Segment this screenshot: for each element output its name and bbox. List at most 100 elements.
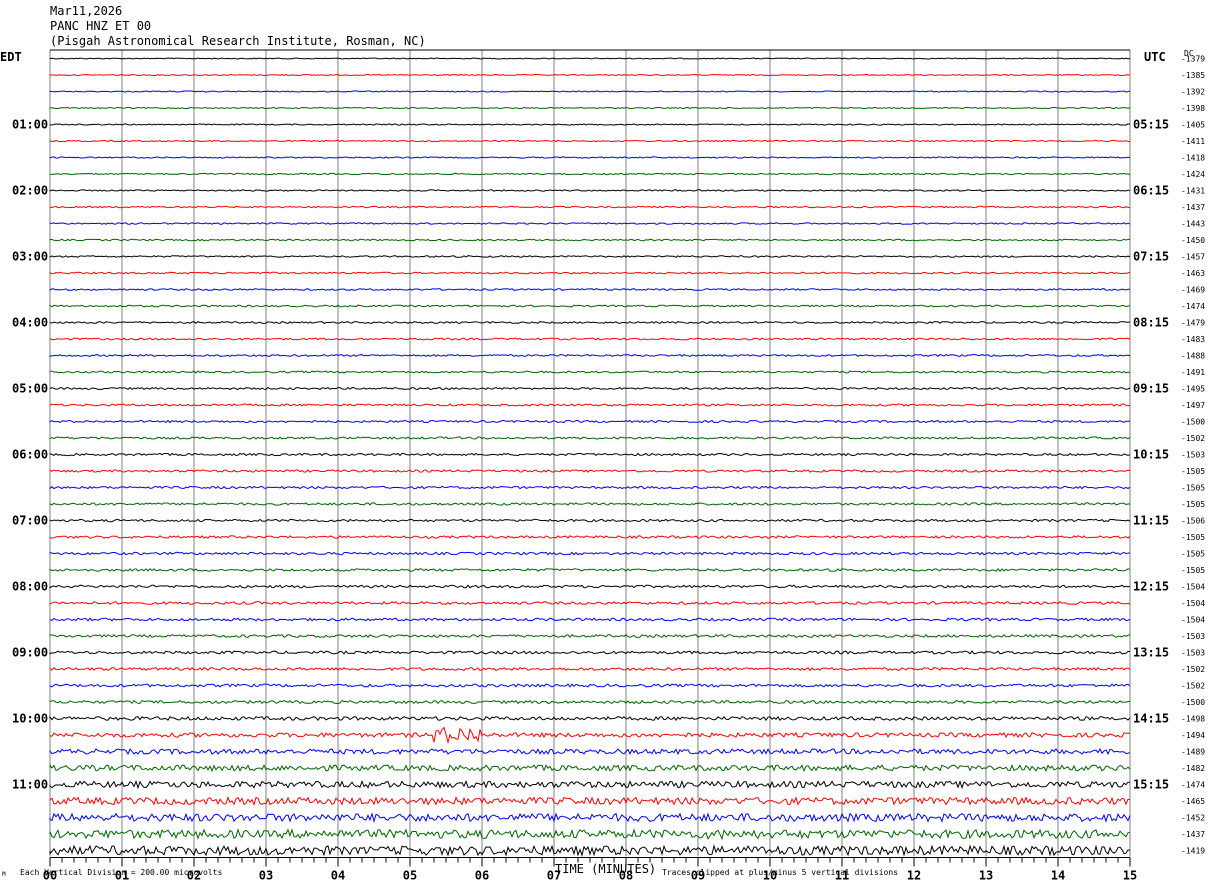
right-timezone-label: UTC: [1144, 50, 1166, 64]
dc-offset-label: -1437: [1181, 203, 1205, 212]
left-timezone-label: EDT: [0, 50, 22, 64]
x-tick-label: 15: [1123, 869, 1137, 883]
footer-clip-note: Traces clipped at plus/minus 5 vertical …: [662, 868, 898, 877]
trace-line: [49, 844, 1131, 857]
dc-offset-labels: -1379 -1385 -1392 -1398 -1405 -1411 -1418 -1424…: [1181, 55, 1205, 856]
trace-line: [49, 436, 1131, 440]
trace-line: [49, 600, 1131, 605]
right-hour-label: 09:15: [1133, 382, 1169, 396]
trace-line: [49, 617, 1131, 622]
dc-offset-label: -1405: [1181, 121, 1205, 130]
dc-offset-label: -1503: [1181, 451, 1205, 460]
right-hour-labels: 05:15 06:15 07:15 08:15 09:15 10:15 11:15 12:15…: [1133, 118, 1169, 792]
trace-line: [49, 584, 1131, 589]
left-hour-label: 07:00: [12, 514, 48, 528]
left-hour-label: 10:00: [12, 712, 48, 726]
trace-line: [49, 747, 1131, 756]
trace-line: [49, 469, 1131, 473]
dc-offset-label: -1483: [1181, 335, 1205, 344]
plot-channel: PANC HNZ ET 00: [50, 19, 151, 33]
x-tick-label: 00: [43, 869, 57, 883]
trace-line: [49, 288, 1131, 291]
dc-offset-label: -1474: [1181, 781, 1205, 790]
dc-offset-label: -1505: [1181, 550, 1205, 559]
trace-rows: [49, 57, 1131, 857]
dc-offset-label: -1498: [1181, 715, 1205, 724]
trace-line: [49, 633, 1131, 639]
x-tick-label: 09: [691, 869, 705, 883]
trace-line: [49, 189, 1131, 192]
trace-line: [49, 452, 1131, 457]
dc-offset-label: -1443: [1181, 220, 1205, 229]
dc-offset-label: -1504: [1181, 616, 1205, 625]
left-hour-label: 03:00: [12, 250, 48, 264]
right-hour-label: 05:15: [1133, 118, 1169, 132]
trace-line: [49, 238, 1131, 242]
trace-line: [49, 796, 1131, 807]
x-tick-label: 12: [907, 869, 921, 883]
trace-line: [49, 255, 1131, 258]
dc-offset-label: -1500: [1181, 418, 1205, 427]
x-tick-label: 01: [115, 869, 129, 883]
x-tick-label: 06: [475, 869, 489, 883]
dc-offset-label: -1503: [1181, 649, 1205, 658]
right-hour-label: 07:15: [1133, 250, 1169, 264]
dc-offset-label: -1424: [1181, 170, 1205, 179]
right-hour-label: 11:15: [1133, 514, 1169, 528]
left-hour-label: 05:00: [12, 382, 48, 396]
left-hour-label: 02:00: [12, 184, 48, 198]
x-tick-label: 03: [259, 869, 273, 883]
dc-offset-label: -1495: [1181, 385, 1205, 394]
right-hour-label: 15:15: [1133, 778, 1169, 792]
trace-line: [49, 763, 1131, 773]
trace-line: [49, 370, 1131, 374]
dc-offset-label: -1392: [1181, 88, 1205, 97]
right-hour-label: 14:15: [1133, 712, 1169, 726]
dc-offset-label: -1418: [1181, 154, 1205, 163]
trace-line: [49, 337, 1131, 341]
dc-offset-label: -1437: [1181, 830, 1205, 839]
dc-offset-label: -1479: [1181, 319, 1205, 328]
dc-offset-label: -1411: [1181, 137, 1205, 146]
plot-station: (Pisgah Astronomical Research Institute,…: [50, 34, 426, 48]
dc-offset-label: -1504: [1181, 599, 1205, 608]
dc-offset-label: -1489: [1181, 748, 1205, 757]
trace-line: [49, 123, 1131, 126]
dc-offset-label: -1431: [1181, 187, 1205, 196]
dc-offset-label: -1497: [1181, 401, 1205, 410]
trace-line: [49, 683, 1131, 688]
dc-offset-label: -1482: [1181, 764, 1205, 773]
trace-line: [49, 779, 1131, 790]
trace-line: [49, 666, 1131, 672]
trace-line: [49, 485, 1131, 490]
trace-line: [49, 271, 1131, 275]
trace-line: [49, 419, 1131, 424]
right-hour-label: 13:15: [1133, 646, 1169, 660]
dc-offset-label: -1505: [1181, 500, 1205, 509]
trace-line: [49, 304, 1131, 308]
x-tick-label: 10: [763, 869, 777, 883]
trace-line: [49, 551, 1131, 556]
dc-offset-label: -1494: [1181, 731, 1205, 740]
left-hour-label: 11:00: [12, 778, 48, 792]
right-hour-label: 08:15: [1133, 316, 1169, 330]
dc-offset-label: -1505: [1181, 484, 1205, 493]
trace-line: [49, 535, 1131, 539]
dc-offset-label: -1457: [1181, 253, 1205, 262]
plot-date: Mar11,2026: [50, 4, 122, 18]
dc-offset-label: -1505: [1181, 467, 1205, 476]
dc-offset-label: -1505: [1181, 566, 1205, 575]
x-tick-label: 05: [403, 869, 417, 883]
dc-offset-label: -1491: [1181, 368, 1205, 377]
right-hour-label: 06:15: [1133, 184, 1169, 198]
trace-line: [49, 172, 1131, 176]
dc-offset-label: -1463: [1181, 269, 1205, 278]
x-tick-label: 08: [619, 869, 633, 883]
trace-line: [49, 699, 1131, 705]
trace-line: [49, 320, 1131, 324]
trace-line: [49, 139, 1130, 143]
dc-offset-label: -1379: [1181, 55, 1205, 64]
trace-line: [49, 205, 1130, 209]
x-axis: 00 01 02 03 04 05 06 07 08 09 10 11 12 13 14 15: [43, 857, 1137, 883]
